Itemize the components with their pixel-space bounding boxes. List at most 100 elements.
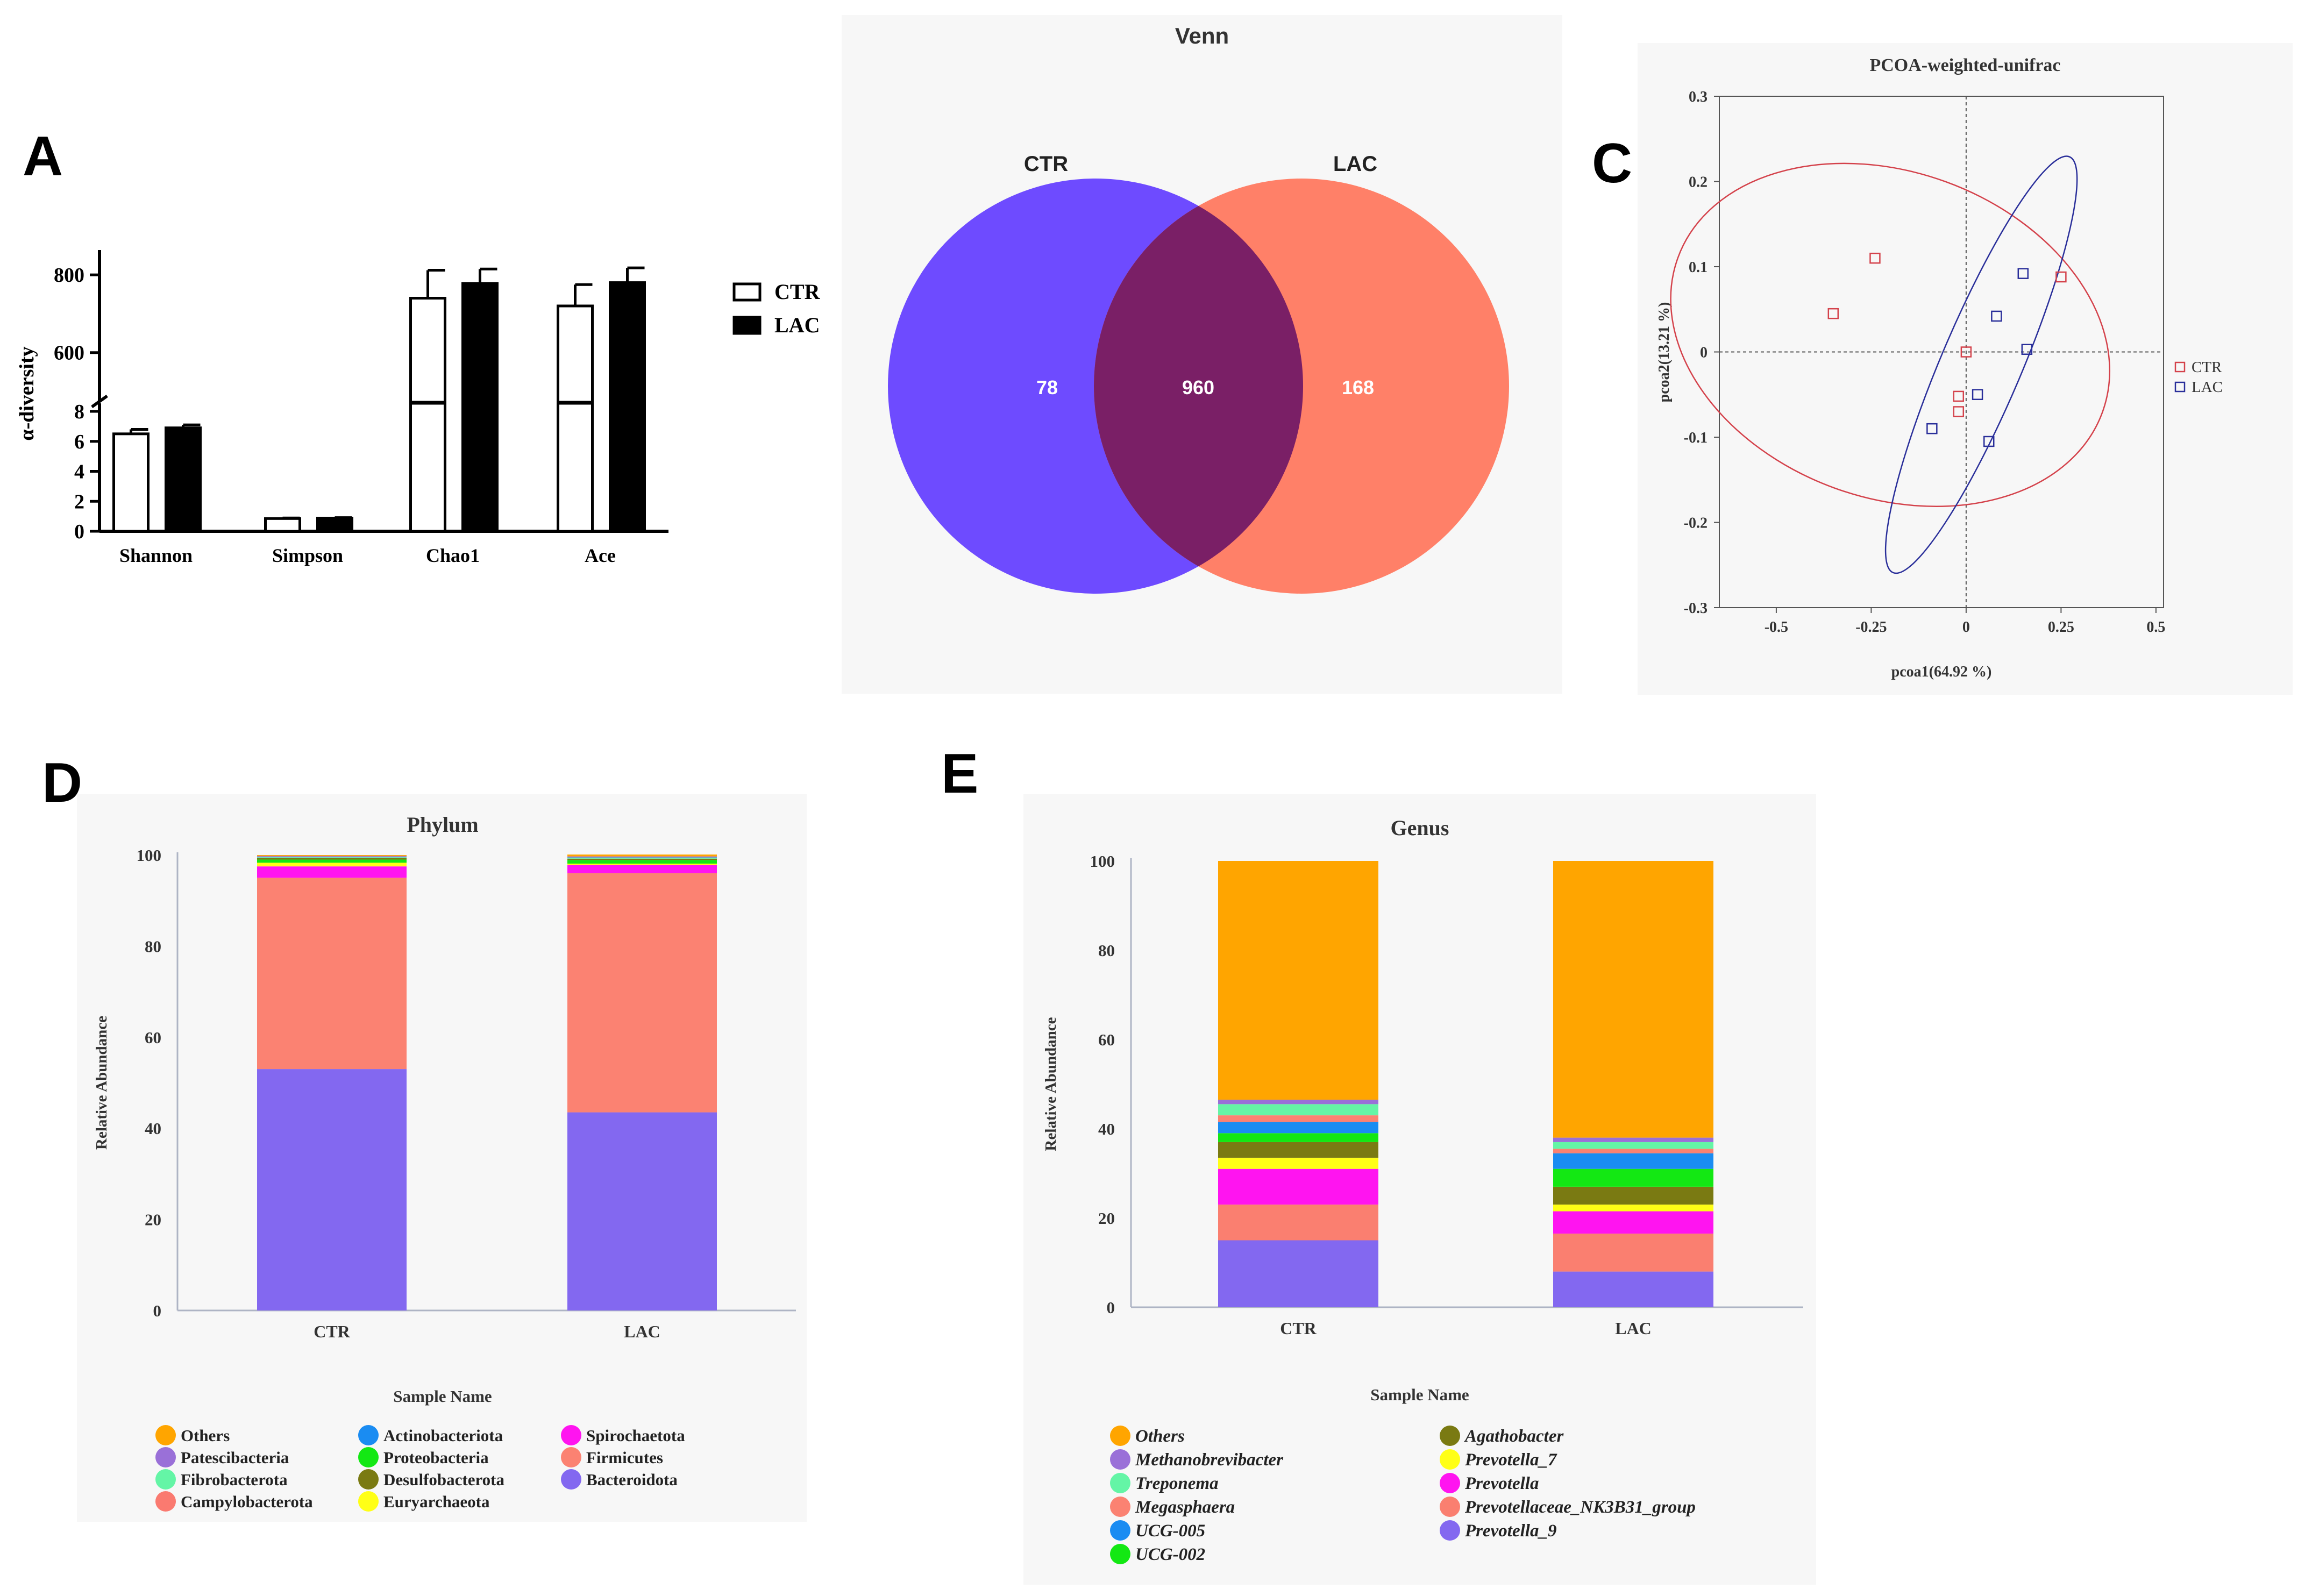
venn-diagram: Venn CTR LAC 78 960 168 [842, 15, 1562, 694]
legend-swatch-ctr [732, 282, 762, 302]
legend-swatch-ctr [2174, 361, 2186, 373]
point-ctr [1869, 252, 1881, 264]
axis-break-mark [91, 395, 108, 409]
y-tick-label: 20 [145, 1210, 161, 1229]
legend-label-lac: LAC [774, 313, 820, 337]
bar-lac-lower [461, 402, 499, 533]
bar-segment-ctr [257, 856, 407, 857]
legend-swatch [1440, 1449, 1460, 1470]
panel-background [1638, 43, 2293, 695]
x-tick-label: LAC [624, 1322, 660, 1341]
x-axis-label: pcoa1(64.92 %) [1891, 664, 1992, 680]
y-tick-label: 0 [1107, 1298, 1115, 1317]
legend-swatch [1110, 1473, 1130, 1493]
bar-segment-lac [567, 860, 717, 864]
bar-segment-lac [1553, 1168, 1713, 1187]
bar-segment-lac [567, 857, 717, 858]
x-tick-label: -0.5 [1765, 619, 1788, 636]
legend-swatch [155, 1425, 176, 1445]
legend-label-lac: LAC [2192, 379, 2223, 396]
bar-segment-lac [1553, 1149, 1713, 1153]
venn-count-ctr-only: 78 [1036, 376, 1058, 398]
bar-segment-ctr [1218, 1133, 1378, 1142]
x-tick-label: CTR [314, 1322, 350, 1341]
bar-segment-ctr [257, 857, 407, 858]
legend-swatch [1440, 1426, 1460, 1446]
bar-segment-ctr [257, 878, 407, 1070]
legend-swatch [1110, 1544, 1130, 1564]
legend-swatch [358, 1447, 379, 1467]
legend-label: UCG-005 [1135, 1521, 1205, 1541]
legend-label: Prevotellaceae_NK3B31_group [1464, 1498, 1696, 1517]
point-lac [1991, 310, 2002, 322]
legend-label: UCG-002 [1135, 1545, 1205, 1564]
x-tick-label: 0.5 [2146, 619, 2165, 636]
y-tick-label: -0.2 [1684, 515, 1708, 532]
x-tick-label: 0 [1962, 619, 1970, 636]
bar-ctr-upper [557, 304, 594, 404]
x-tick-label: Chao1 [426, 545, 480, 566]
bar-segment-ctr [257, 858, 407, 860]
y-tick-label: 2 [74, 490, 84, 513]
bar-segment-lac [1553, 1211, 1713, 1234]
bar-segment-lac [567, 1112, 717, 1310]
bar-segment-ctr [257, 866, 407, 878]
legend-label: Agathobacter [1464, 1427, 1564, 1446]
bar-segment-lac [1553, 1142, 1713, 1149]
legend-swatch-lac [2174, 381, 2186, 393]
legend-swatch [358, 1491, 379, 1512]
bar-segment-lac [1553, 1234, 1713, 1272]
point-ctr [1960, 346, 1972, 358]
legend-label: Prevotella_7 [1464, 1450, 1557, 1470]
bar-lac [316, 516, 353, 533]
point-lac [1983, 436, 1995, 447]
legend-label: Bacteroidota [586, 1470, 678, 1489]
bar-segment-lac [567, 854, 717, 857]
chart-title: PCOA-weighted-unifrac [1869, 55, 2060, 75]
bar-ctr-upper [409, 297, 446, 404]
legend-label: Proteobacteria [383, 1448, 489, 1467]
y-tick-label: 8 [74, 401, 84, 423]
venn-count-shared: 960 [1182, 376, 1214, 398]
legend-swatch [1440, 1497, 1460, 1517]
bar-ctr-lower [409, 402, 446, 533]
legend-swatch [155, 1469, 176, 1490]
x-tick-label: Shannon [119, 545, 193, 566]
bar-ctr [112, 432, 150, 533]
y-axis-label: Relative Abundance [93, 1016, 110, 1150]
y-tick-label: 800 [54, 264, 84, 287]
confidence-ellipse-ctr [1670, 162, 2110, 507]
bar-segment-ctr [1218, 1168, 1378, 1205]
genus-stacked-bar-chart: Genus 0 20 40 60 80 100 Relative Abundance CTR LA… [1023, 794, 1816, 1585]
point-lac [1926, 423, 1938, 434]
bar-segment-lac [1553, 1137, 1713, 1142]
y-axis-label: Relative Abundance [1042, 1017, 1059, 1151]
legend-label: Prevotella [1464, 1474, 1539, 1493]
legend-label: Desulfobacterota [383, 1470, 504, 1489]
point-lac [2021, 344, 2033, 355]
x-tick-label: 0.25 [2048, 619, 2074, 636]
bar-segment-ctr [1218, 1240, 1378, 1307]
y-tick-label: 6 [74, 431, 84, 453]
legend-label: Patescibacteria [181, 1448, 289, 1467]
point-ctr [1953, 406, 1965, 417]
point-lac [1972, 389, 1983, 400]
chart-title: Phylum [407, 813, 478, 837]
legend-swatch [561, 1469, 581, 1490]
y-tick-label: -0.1 [1684, 430, 1708, 446]
y-axis-label: α-diversity [16, 346, 38, 440]
bar-segment-lac [1553, 1205, 1713, 1212]
y-tick-label: 0.2 [1689, 174, 1708, 191]
bar-segment-lac [1553, 1186, 1713, 1205]
legend-label-ctr: CTR [774, 280, 821, 304]
bar-segment-ctr [257, 859, 407, 863]
y-tick-label: 0 [1700, 345, 1708, 361]
panel-letter-d: D [42, 752, 83, 814]
point-lac [2017, 268, 2029, 279]
y-axis-label: pcoa2(13.21 %) [1656, 302, 1673, 403]
legend-swatch [358, 1425, 379, 1445]
venn-set-label-ctr: CTR [1024, 152, 1068, 176]
venn-overlap [1094, 179, 1303, 594]
venn-set-label-lac: LAC [1333, 152, 1377, 176]
x-tick-label: Simpson [272, 545, 343, 566]
